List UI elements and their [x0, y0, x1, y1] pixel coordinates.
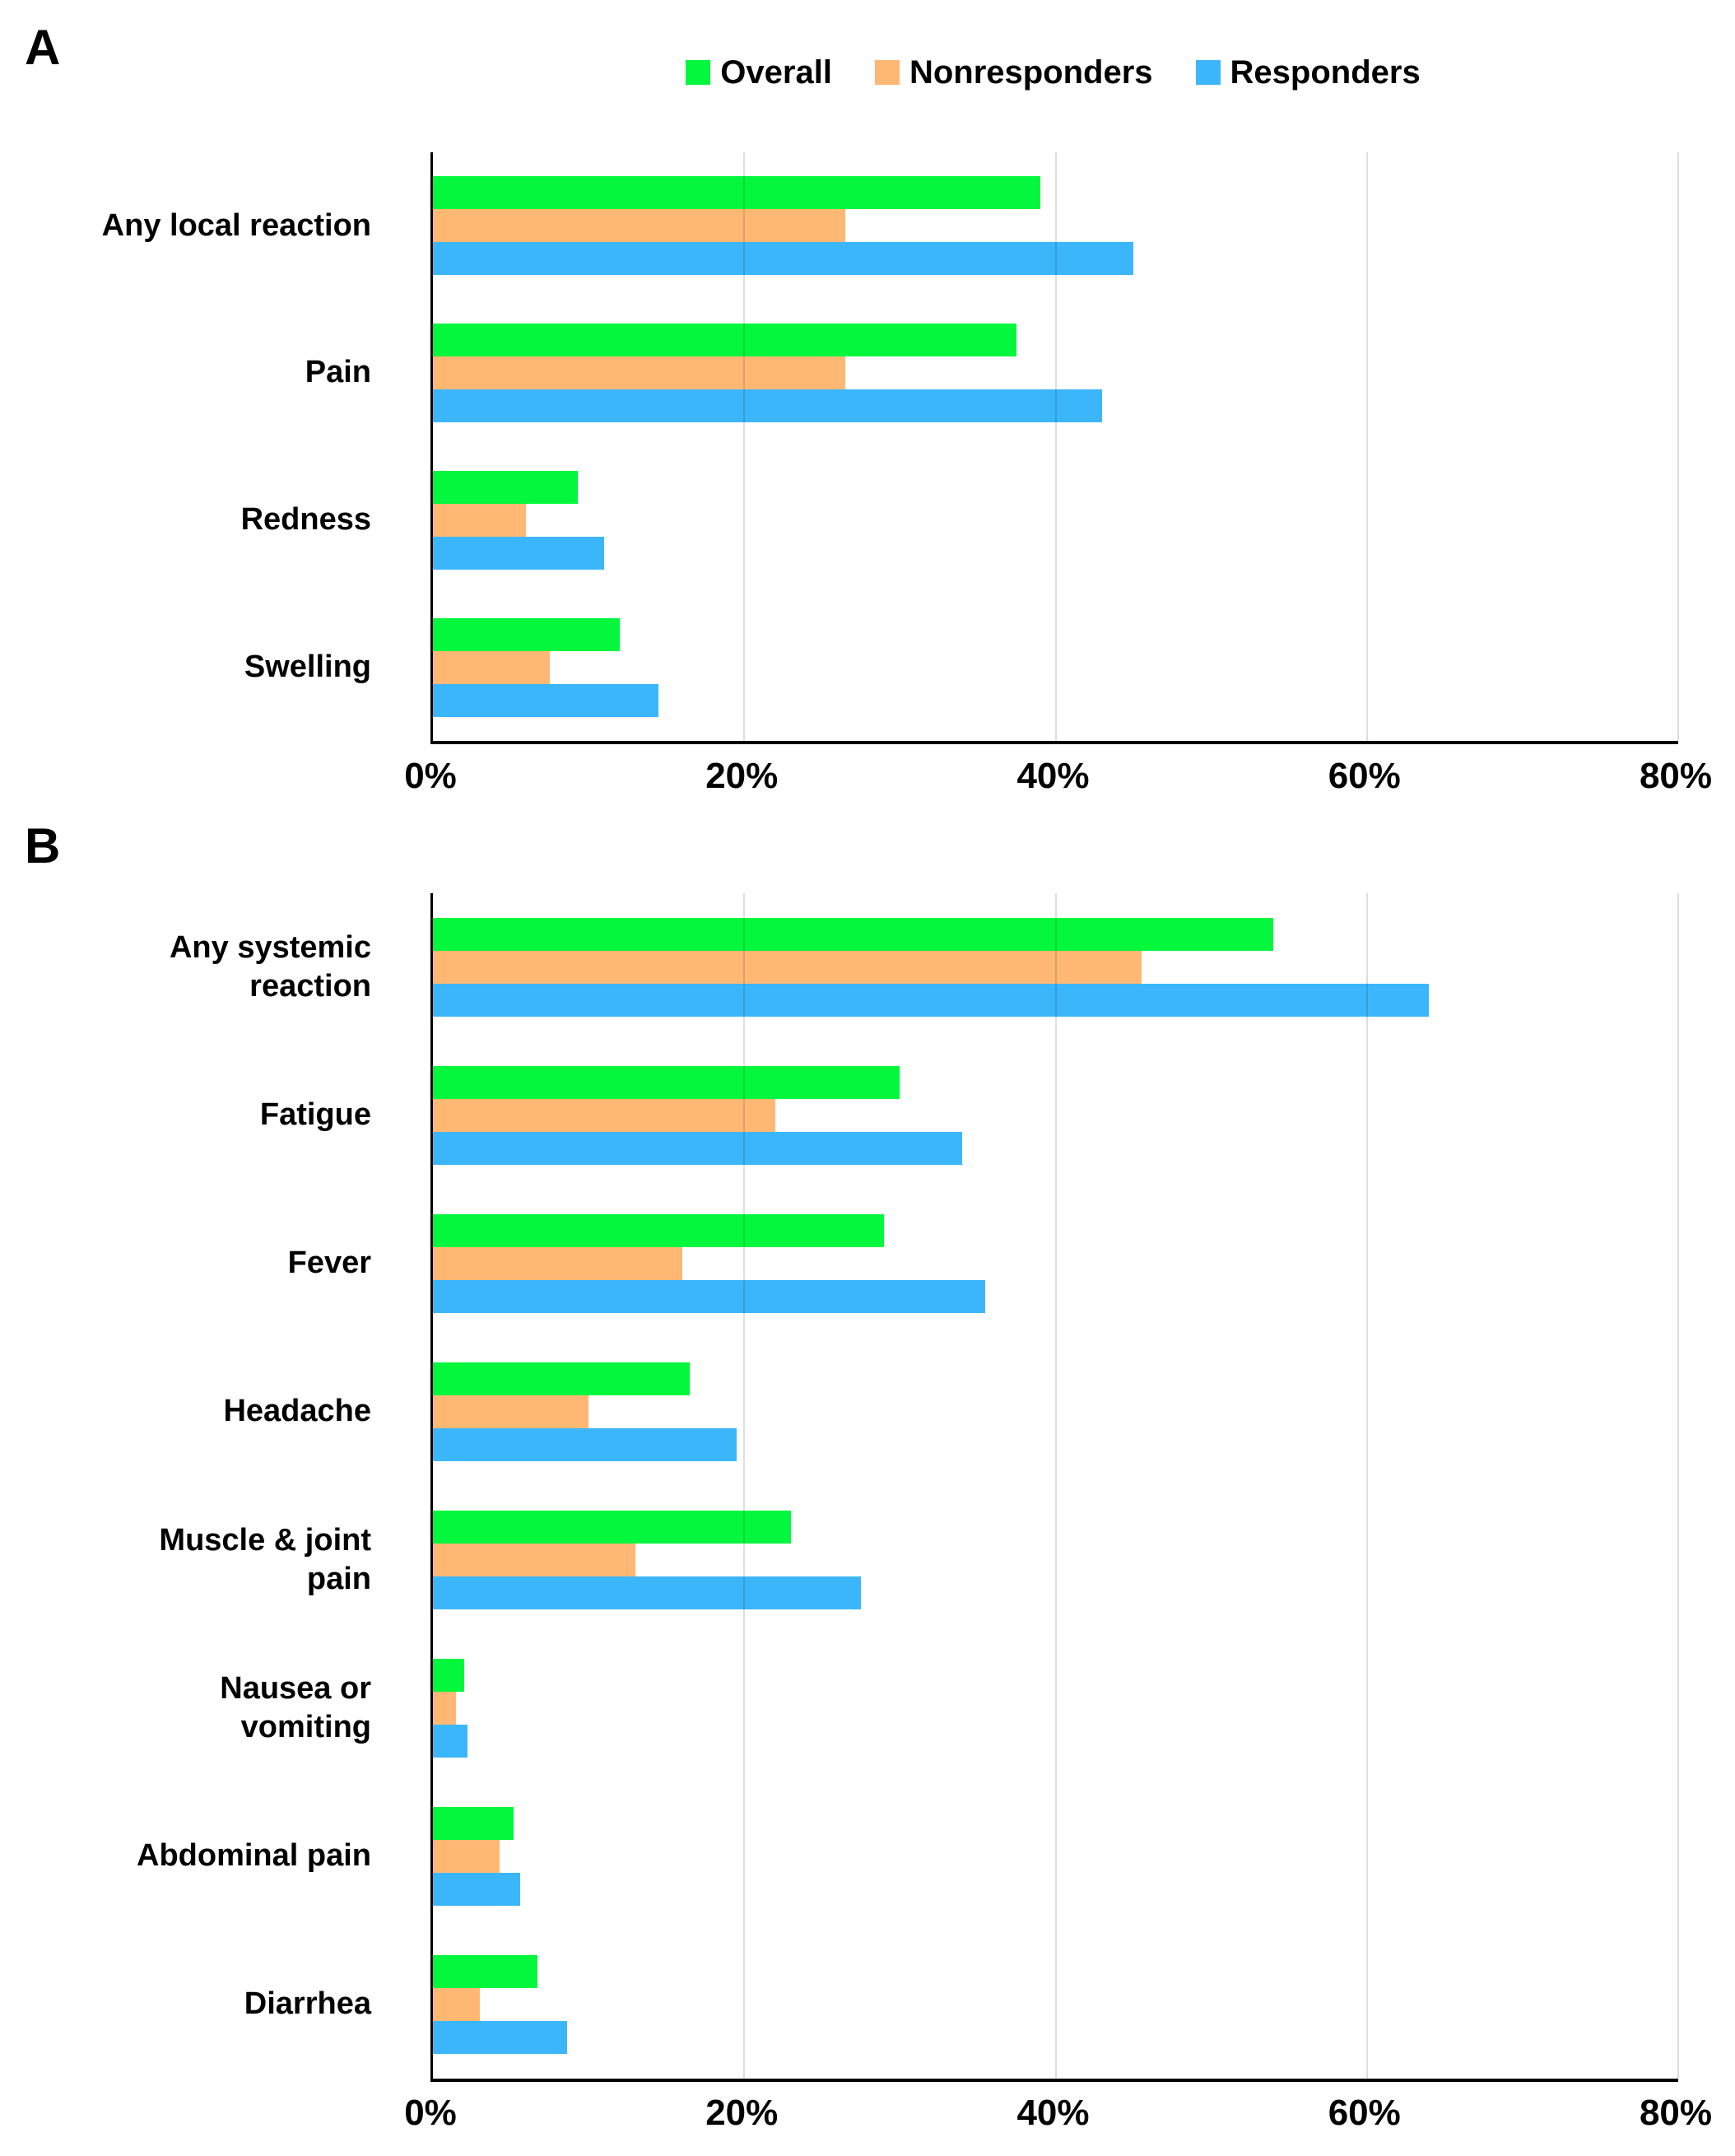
bar-group: [433, 1041, 1678, 1190]
legend-swatch: [874, 60, 900, 85]
bar-nonresponders: [433, 1099, 776, 1132]
bar-responders: [433, 1428, 737, 1461]
bar-nonresponders: [433, 1692, 457, 1725]
panel-a-x-axis: 0% 20% 40% 60% 80%: [404, 756, 1712, 805]
panel-b-category-labels: Any systemic reaction Fatigue Fever Headach…: [0, 893, 401, 2079]
x-tick-label: 20%: [705, 2093, 779, 2133]
gridline-60%: [1365, 152, 1368, 741]
panel-b-plot-area: [430, 893, 1679, 2082]
legend-item-responders: Responders: [1195, 54, 1421, 91]
bar-overall: [433, 1659, 464, 1692]
legend-item-overall: Overall: [686, 54, 832, 91]
bar-overall: [433, 1362, 691, 1395]
bar-responders: [433, 984, 1430, 1017]
bar-responders: [433, 1576, 862, 1609]
bar-overall: [433, 1066, 900, 1099]
bar-overall: [433, 617, 620, 651]
bar-overall: [433, 176, 1040, 210]
gridline-40%: [1054, 152, 1057, 741]
x-tick-label: 40%: [1016, 2093, 1090, 2133]
bar-responders: [433, 1132, 963, 1165]
panel-a-letter: A: [25, 20, 61, 75]
panel-b-x-axis: 0% 20% 40% 60% 80%: [404, 2093, 1712, 2142]
legend-swatch: [1195, 60, 1221, 85]
panel-b-letter: B: [25, 818, 61, 873]
bar-overall: [433, 1214, 885, 1247]
panel-a-plot-area: [430, 152, 1679, 744]
bar-nonresponders: [433, 650, 550, 684]
legend-label: Nonresponders: [909, 54, 1153, 91]
bar-responders: [433, 242, 1134, 276]
bar-responders: [433, 2021, 567, 2054]
bar-overall: [433, 470, 578, 504]
bar-overall: [433, 1511, 791, 1544]
bar-group: [433, 1782, 1678, 1930]
x-tick-label: 20%: [705, 756, 779, 796]
category-label: Abdominal pain: [137, 1838, 371, 1874]
bar-overall: [433, 1955, 537, 1988]
category-label: Fever: [287, 1246, 371, 1281]
category-label: Swelling: [244, 649, 371, 684]
x-tick-label: 60%: [1328, 756, 1401, 796]
bar-group: [433, 1190, 1678, 1338]
bar-group: [433, 152, 1678, 300]
bar-nonresponders: [433, 1988, 480, 2021]
category-label: Headache: [223, 1394, 371, 1429]
x-tick-label: 60%: [1328, 2093, 1401, 2133]
bar-nonresponders: [433, 1544, 635, 1576]
bar-nonresponders: [433, 356, 846, 390]
gridline-20%: [743, 893, 746, 2079]
panel-a-category-labels: Any local reaction Pain Redness Swelling: [0, 152, 401, 741]
bar-group: [433, 594, 1678, 741]
bar-nonresponders: [433, 209, 846, 243]
category-label: Pain: [305, 355, 371, 390]
bar-overall: [433, 1807, 514, 1840]
gridline-20%: [743, 152, 746, 741]
bar-nonresponders: [433, 1247, 682, 1280]
bar-nonresponders: [433, 1395, 589, 1428]
legend: Overall Nonresponders Responders: [430, 48, 1676, 97]
bar-group: [433, 300, 1678, 447]
x-tick-label: 80%: [1639, 756, 1713, 796]
bar-group: [433, 1634, 1678, 1782]
legend-swatch: [686, 60, 711, 85]
bar-group: [433, 893, 1678, 1041]
bar-responders: [433, 1725, 467, 1758]
bar-group: [433, 447, 1678, 594]
bar-rows: [433, 152, 1678, 741]
legend-label: Overall: [720, 54, 832, 91]
legend-label: Responders: [1230, 54, 1421, 91]
bar-responders: [433, 1280, 986, 1313]
category-label: Muscle & joint pain: [159, 1522, 371, 1597]
bar-overall: [433, 324, 1017, 357]
bar-responders: [433, 536, 605, 570]
bar-group: [433, 1338, 1678, 1486]
category-label: Any local reaction: [101, 207, 371, 243]
bar-rows: [433, 893, 1678, 2079]
legend-item-nonresponders: Nonresponders: [874, 54, 1153, 91]
bar-group: [433, 1930, 1678, 2079]
gridline-80%: [1677, 893, 1679, 2079]
bar-nonresponders: [433, 951, 1142, 984]
x-tick-label: 80%: [1639, 2093, 1713, 2133]
bar-responders: [433, 389, 1103, 423]
bar-nonresponders: [433, 503, 527, 537]
gridline-60%: [1365, 893, 1368, 2079]
bar-group: [433, 1486, 1678, 1634]
gridline-80%: [1677, 152, 1679, 741]
x-tick-label: 40%: [1016, 756, 1090, 796]
category-label: Nausea or vomiting: [220, 1670, 371, 1745]
bar-responders: [433, 1873, 520, 1906]
bar-nonresponders: [433, 1840, 500, 1873]
category-label: Any systemic reaction: [169, 929, 371, 1004]
x-tick-label: 0%: [404, 2093, 457, 2133]
bar-overall: [433, 918, 1274, 951]
bar-responders: [433, 683, 659, 717]
gridline-40%: [1054, 893, 1057, 2079]
category-label: Redness: [240, 502, 371, 538]
category-label: Diarrhea: [244, 1986, 371, 2022]
x-tick-label: 0%: [404, 756, 457, 796]
category-label: Fatigue: [259, 1097, 371, 1133]
